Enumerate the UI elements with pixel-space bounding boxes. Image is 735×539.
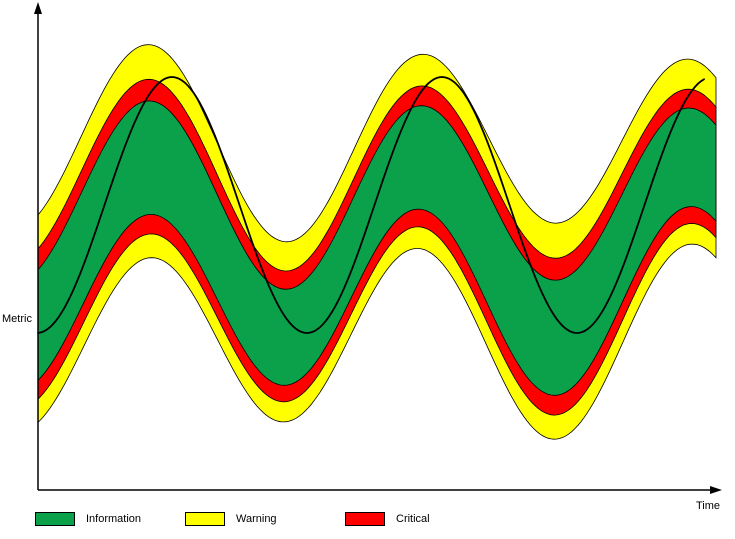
chart-legend: Information Warning Critical — [0, 512, 735, 534]
legend-swatch-information — [35, 512, 75, 526]
legend-item-critical: Critical — [345, 512, 430, 526]
legend-swatch-warning — [185, 512, 225, 526]
metric-line — [37, 76, 705, 334]
plot-layer — [37, 44, 717, 440]
legend-label-warning: Warning — [236, 513, 277, 525]
y-axis-label: Metric — [2, 313, 32, 325]
legend-item-information: Information — [35, 512, 141, 526]
x-axis-label: Time — [696, 500, 721, 512]
y-axis-arrow-icon — [34, 2, 42, 14]
legend-label-information: Information — [86, 513, 142, 525]
legend-swatch-critical — [345, 512, 385, 526]
x-axis-arrow-icon — [710, 486, 722, 494]
axes-layer — [34, 2, 722, 494]
legend-item-warning: Warning — [185, 512, 277, 526]
legend-label-critical: Critical — [396, 513, 430, 525]
